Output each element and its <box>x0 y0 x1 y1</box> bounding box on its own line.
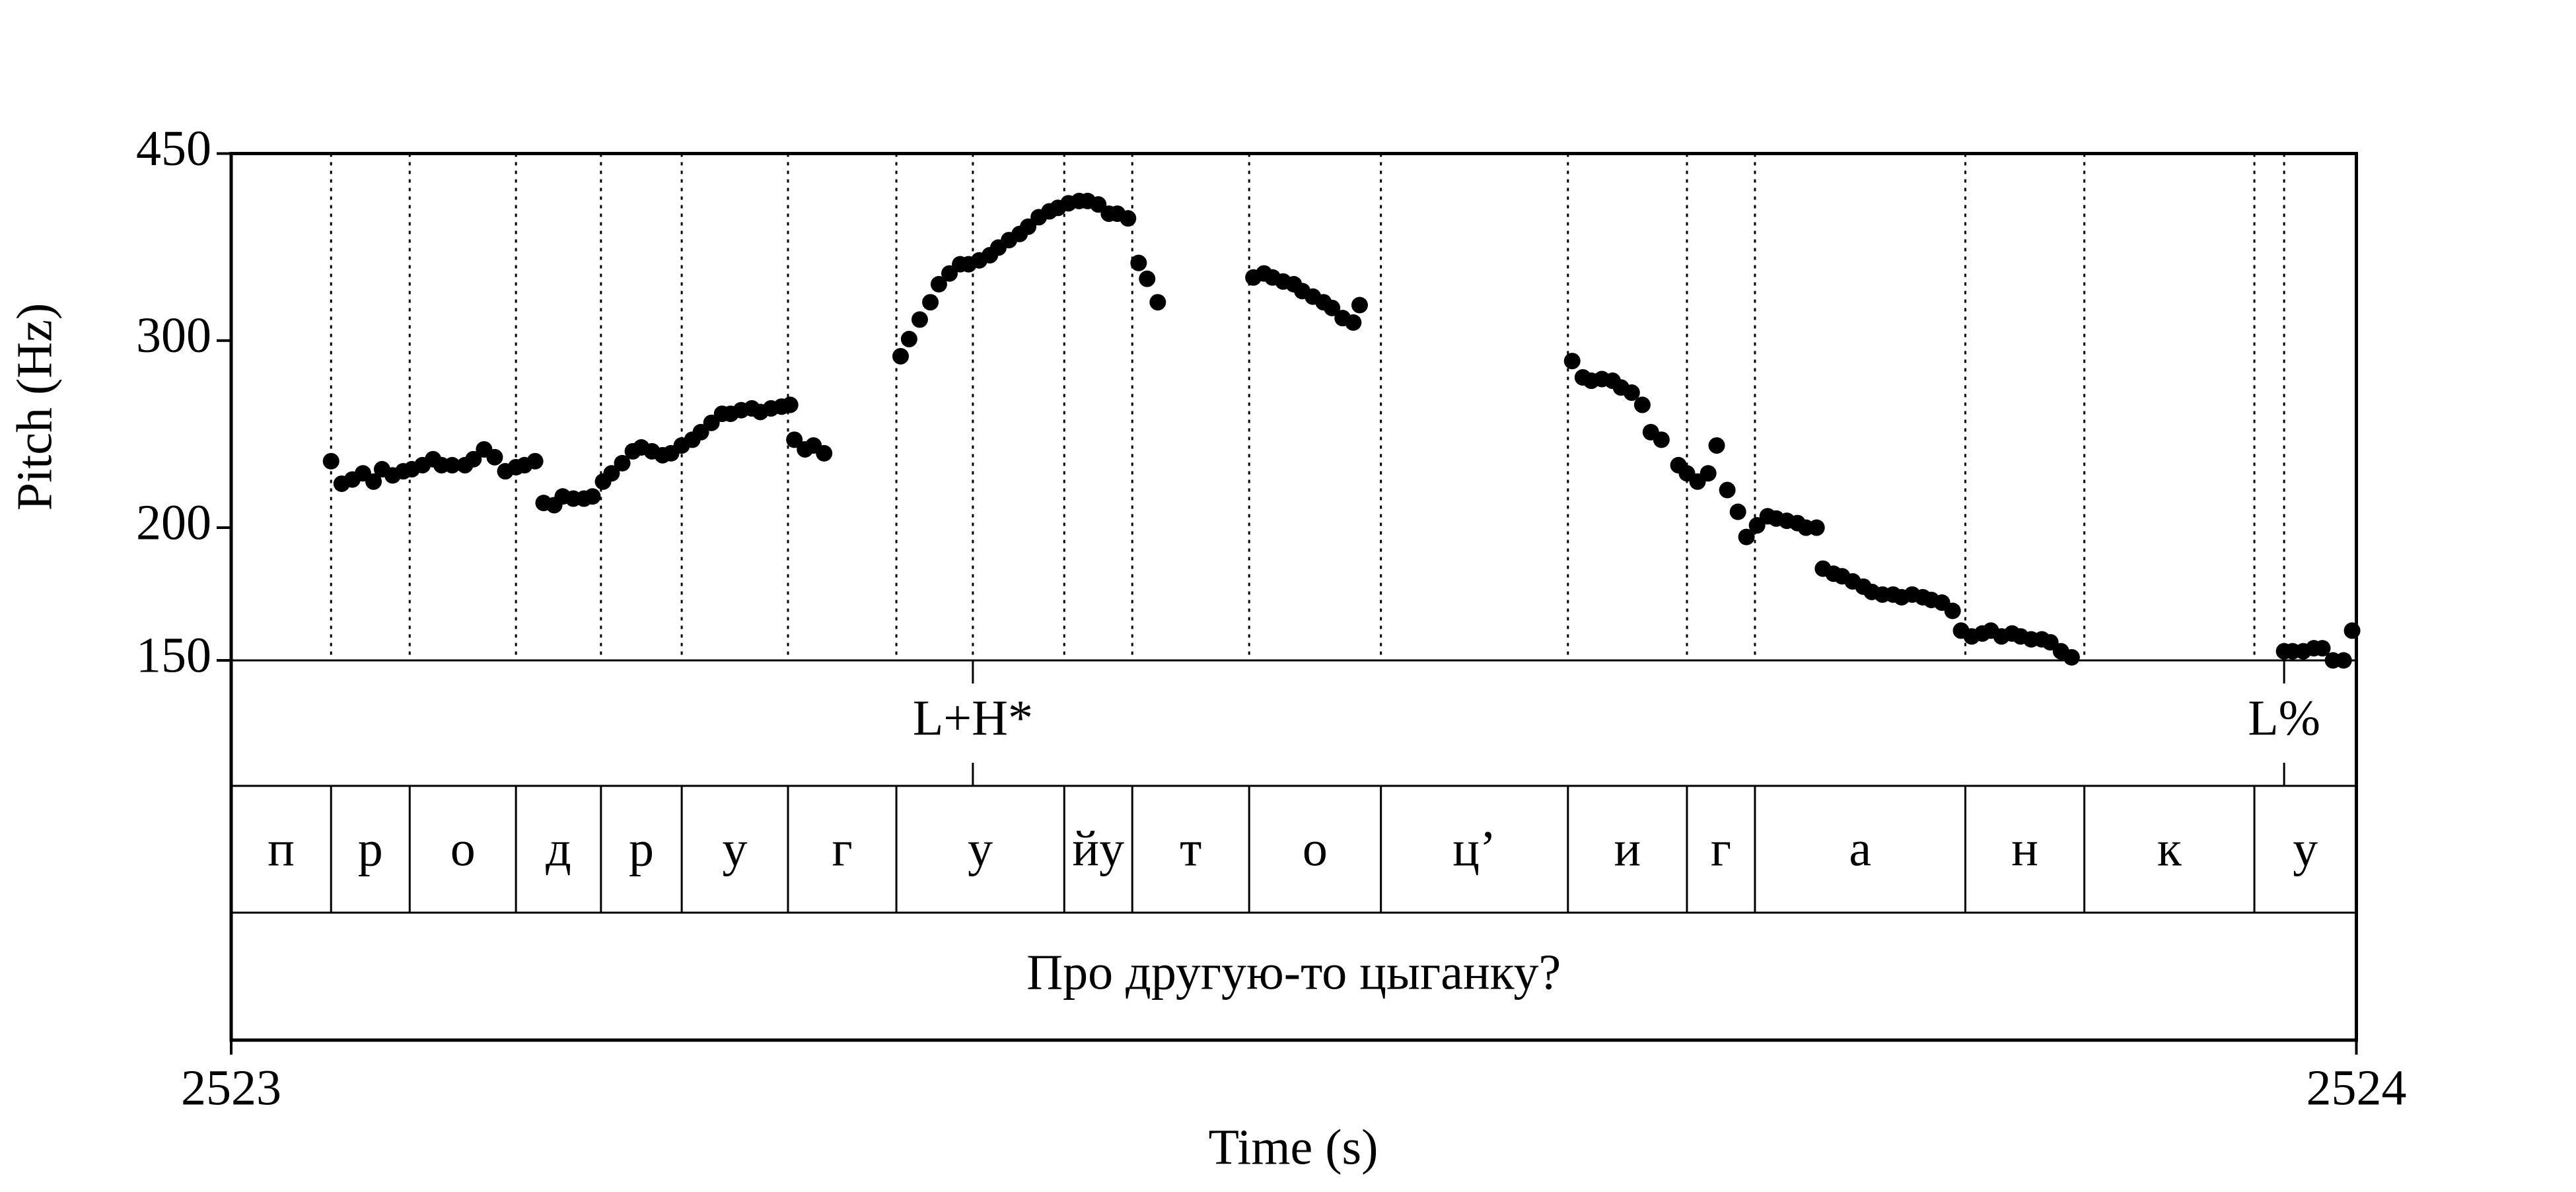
phone-label: т <box>1180 821 1201 876</box>
phone-label: йу <box>1072 821 1124 876</box>
pitch-point <box>1149 294 1166 311</box>
phone-label: п <box>268 821 295 876</box>
y-tick-label: 450 <box>136 121 211 176</box>
pitch-point <box>1653 431 1670 448</box>
pitch-point <box>603 465 620 482</box>
pitch-point <box>614 454 631 472</box>
phone-label: у <box>723 821 748 876</box>
pitch-point <box>1120 210 1137 227</box>
pitch-point <box>1020 218 1037 235</box>
pitch-point <box>486 448 503 466</box>
pitch-point <box>816 444 833 462</box>
tone-label: L+H* <box>913 690 1033 746</box>
pitch-point <box>322 452 340 470</box>
phone-label: и <box>1614 821 1641 876</box>
word-label: Про другую-то цыганку? <box>1026 944 1561 1000</box>
phone-label: г <box>832 821 852 876</box>
pitch-point <box>692 423 709 440</box>
phone-label: н <box>2011 821 2038 876</box>
x-axis-label: Time (s) <box>1209 1119 1378 1175</box>
pitch-point <box>1808 519 1825 536</box>
pitch-point <box>2063 649 2080 666</box>
phone-label: а <box>1849 821 1871 876</box>
pitch-point <box>892 347 910 365</box>
phone-label: у <box>968 821 993 876</box>
pitch-point <box>1633 396 1651 413</box>
pitch-point <box>922 294 939 311</box>
x-tick-label: 2523 <box>181 1060 281 1115</box>
pitch-point <box>1090 196 1107 213</box>
pitch-point <box>1130 254 1147 271</box>
pitch-point <box>1563 353 1581 370</box>
phone-label: о <box>450 821 476 876</box>
pitch-point <box>930 275 947 293</box>
phone-label: у <box>2293 821 2318 876</box>
pitch-point <box>2335 652 2352 669</box>
pitch-point <box>1139 270 1156 287</box>
pitch-point <box>1719 481 1736 499</box>
pitch-point <box>1345 314 1362 331</box>
pitch-point <box>1699 465 1717 482</box>
x-tick-label: 2524 <box>2307 1060 2407 1115</box>
pitch-point <box>2314 640 2331 657</box>
pitch-point <box>584 488 601 505</box>
pitch-point <box>2343 622 2361 639</box>
pitch-point <box>786 431 803 448</box>
phone-label: ц’ <box>1452 821 1496 876</box>
phone-label: д <box>546 821 571 876</box>
tone-label: L% <box>2248 690 2320 746</box>
pitch-point <box>781 396 799 413</box>
y-axis-label: Pitch (Hz) <box>7 303 62 510</box>
pitch-point <box>900 330 917 347</box>
y-tick-label: 300 <box>136 308 211 363</box>
phone-label: р <box>629 821 654 876</box>
pitch-point <box>1944 602 1961 619</box>
y-tick-label: 150 <box>136 627 211 683</box>
frame <box>229 152 2358 1042</box>
pitch-point <box>1351 297 1368 314</box>
pitch-point <box>1729 503 1746 520</box>
pitch-point <box>1623 384 1640 402</box>
phone-label: г <box>1711 821 1731 876</box>
pitch-point <box>444 456 461 473</box>
phone-label: о <box>1303 821 1328 876</box>
pitch-point <box>1738 528 1755 545</box>
phone-label: к <box>2157 821 2182 876</box>
phone-label: р <box>358 821 383 876</box>
pitch-point <box>911 311 928 328</box>
pitch-point <box>1708 437 1725 454</box>
y-tick-label: 200 <box>136 495 211 550</box>
pitch-point <box>365 473 382 490</box>
pitch-point <box>1324 299 1341 316</box>
pitch-point <box>465 450 482 468</box>
pitch-point <box>526 452 544 470</box>
